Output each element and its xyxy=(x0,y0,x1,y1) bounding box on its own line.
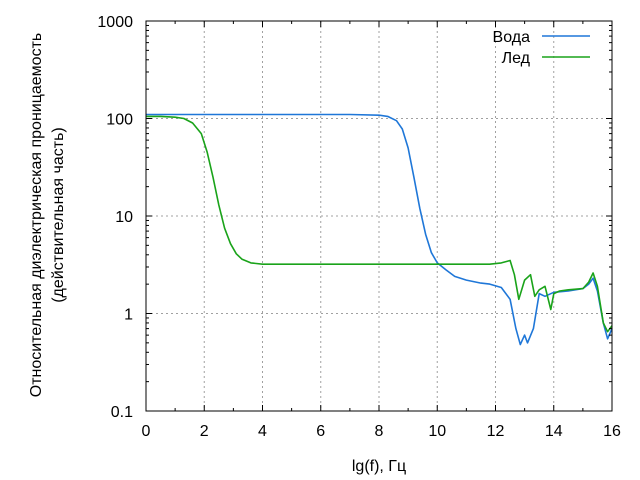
y-tick-label: 10 xyxy=(115,209,133,226)
series-layer xyxy=(146,113,613,346)
y-tick-label: 1 xyxy=(124,307,133,324)
x-tick-label: 4 xyxy=(258,423,267,440)
legend-label-2: Лед xyxy=(502,50,531,67)
x-tick-label: 16 xyxy=(603,423,621,440)
y-tick-label: 1000 xyxy=(97,14,133,31)
x-tick-label: 8 xyxy=(375,423,384,440)
legend-label-1: Вода xyxy=(493,29,531,46)
x-tick-label: 2 xyxy=(200,423,209,440)
x-tick-label: 6 xyxy=(316,423,325,440)
x-tick-label: 12 xyxy=(487,423,505,440)
series-line-2 xyxy=(146,115,613,333)
y-tick-label: 0.1 xyxy=(111,404,133,421)
x-tick-labels: 0 2 4 6 8 10 12 14 16 xyxy=(142,423,621,440)
x-tick-label: 0 xyxy=(142,423,151,440)
grid xyxy=(146,21,612,411)
series-line-1 xyxy=(146,113,613,346)
y-tick-label: 100 xyxy=(106,112,133,129)
ticks xyxy=(145,20,613,412)
legend: Вода Лед xyxy=(493,29,590,67)
y-tick-labels: 0.1 1 10 100 1000 xyxy=(97,14,133,421)
x-tick-label: 14 xyxy=(545,423,563,440)
y-axis-label-line2: (действительная часть) xyxy=(50,127,67,303)
y-axis-label-line1: Относительная диэлектрическая проницаемо… xyxy=(28,33,45,398)
x-tick-label: 10 xyxy=(428,423,446,440)
x-axis-label: lg(f), Гц xyxy=(352,458,406,475)
